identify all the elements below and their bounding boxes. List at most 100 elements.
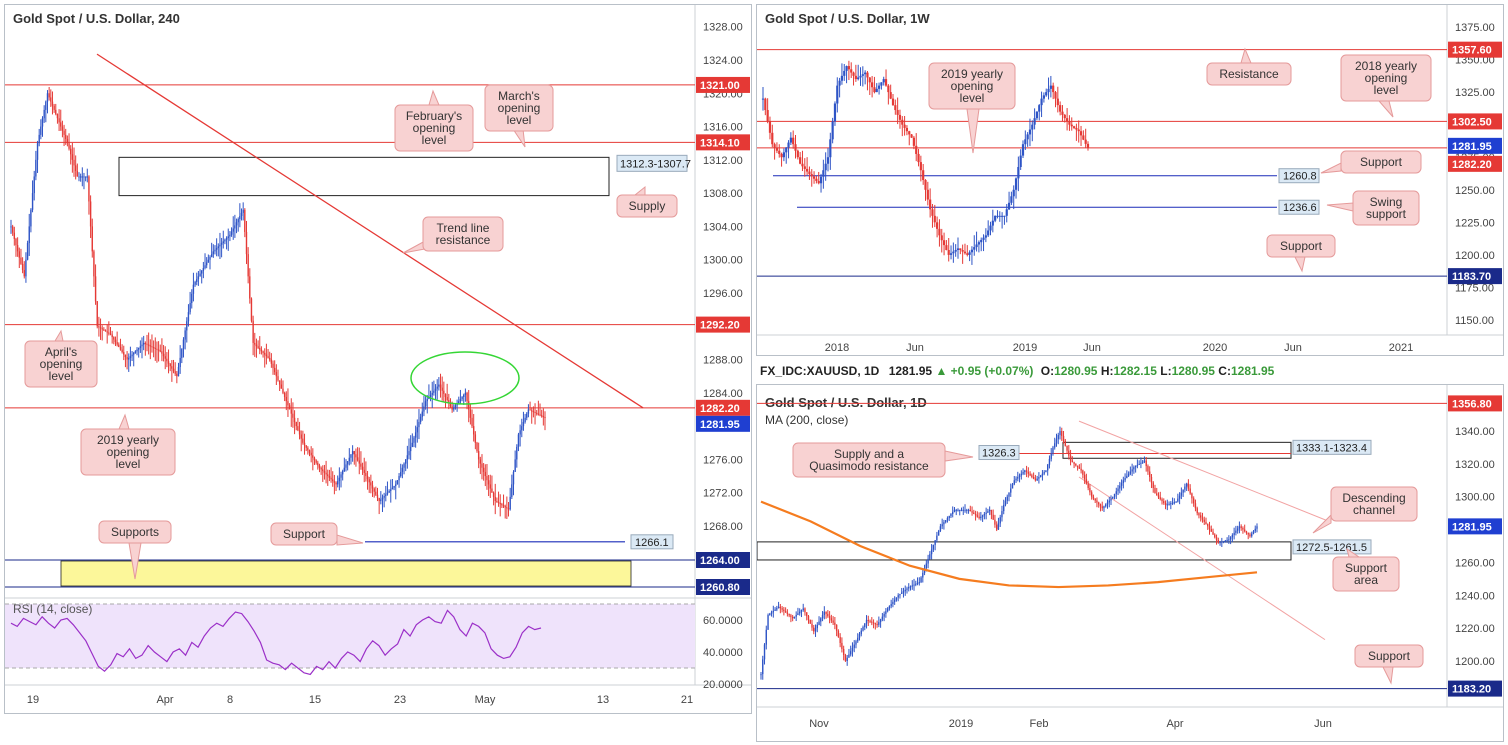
h4-candle-body xyxy=(355,454,357,458)
w1-candle-body xyxy=(778,150,781,154)
w1-candle-body xyxy=(1031,124,1034,130)
h4-candle-body xyxy=(199,273,201,277)
h4-candle-body xyxy=(429,394,432,398)
w1-x-tick-label: Jun xyxy=(1284,342,1302,354)
h4-candle-body xyxy=(529,409,531,411)
h4-supply-tag-bg xyxy=(616,154,688,172)
d1-candle-body xyxy=(760,674,762,676)
h4-price-tag-2-bg xyxy=(696,316,750,333)
h4-candle-body xyxy=(182,339,185,349)
d1-callout-supply-pointer xyxy=(944,450,974,462)
open-value: 1280.95 xyxy=(1054,364,1098,378)
h4-candle-body xyxy=(501,504,503,506)
w1-candle-body xyxy=(936,222,939,229)
h4-candle-body xyxy=(497,502,500,504)
w1-callout-swing-pointer xyxy=(1326,202,1354,212)
h4-candle-body xyxy=(259,347,261,350)
h4-candle-body xyxy=(11,226,14,233)
d1-candle-body xyxy=(1105,504,1107,507)
d1-candle-body xyxy=(1045,470,1047,473)
w1-candle-body xyxy=(898,114,902,120)
h4-candle-body xyxy=(373,488,375,492)
d1-candle-body xyxy=(1145,460,1147,467)
d1-candle-body xyxy=(823,611,826,615)
d1-candle-body xyxy=(1041,473,1044,476)
h4-candle-body xyxy=(53,105,55,110)
d1-callout-support-box xyxy=(1354,644,1424,668)
rsi-tick-label: 40.0000 xyxy=(703,647,743,659)
d1-candle-body xyxy=(1101,506,1103,509)
d1-candle-body xyxy=(1235,530,1237,533)
h4-candle-body xyxy=(270,359,273,364)
d1-candle-body xyxy=(1156,493,1158,496)
daily-chart-title: Gold Spot / U.S. Dollar, 1D xyxy=(765,395,927,410)
daily-chart-svg[interactable]: 1340.001320.001300.001280.001260.001240.… xyxy=(757,385,1503,741)
w1-candle-body xyxy=(873,87,876,93)
d1-candle-body xyxy=(1034,478,1037,481)
h4-price-tag-3: 1282.20 xyxy=(700,403,740,415)
h4-candle-body xyxy=(438,384,440,387)
h4-candle-body xyxy=(167,361,170,364)
d1-candle-body xyxy=(1222,541,1225,543)
h4-callout-april-text: opening xyxy=(40,357,83,371)
d1-candle-body xyxy=(1201,517,1204,520)
w1-candle-body xyxy=(917,153,920,163)
w1-candle-body xyxy=(787,142,790,148)
h4-candle-body xyxy=(512,471,515,485)
d1-candle-body xyxy=(915,583,917,585)
d1-candle-body xyxy=(825,611,827,614)
h4-candle-body xyxy=(302,438,304,443)
h4-candle-body xyxy=(275,372,278,377)
h4-candle-body xyxy=(285,397,287,402)
h4-candle-body xyxy=(383,496,385,498)
h4-supply-tag: 1312.3-1307.7 xyxy=(620,158,691,170)
d1-candle-body xyxy=(987,511,989,513)
h4-candle-body xyxy=(526,413,528,418)
d1-candle-body xyxy=(1208,526,1211,530)
d1-candle-body xyxy=(1015,478,1017,481)
h4-candle-body xyxy=(197,276,200,280)
d1-candle-body xyxy=(913,584,915,586)
d1-candle-body xyxy=(932,544,935,550)
weekly-chart-svg[interactable]: 1375.001350.001325.001300.001275.001250.… xyxy=(757,5,1503,355)
h4-candle-body xyxy=(252,320,254,343)
d1-candle-body xyxy=(1243,529,1246,532)
d1-candle-body xyxy=(1141,461,1144,463)
d1-candle-body xyxy=(906,588,908,590)
w1-candle-body xyxy=(952,251,955,254)
d1-candle-body xyxy=(893,599,896,602)
daily-chart-panel[interactable]: Gold Spot / U.S. Dollar, 1D MA (200, clo… xyxy=(756,384,1504,742)
h4-candle-body xyxy=(300,434,302,439)
h4-candle-body xyxy=(350,454,352,458)
w1-candle-body xyxy=(815,178,818,181)
d1-candle-body xyxy=(795,615,797,617)
h4-x-tick-label: 13 xyxy=(597,694,609,706)
w1-level-tag-bg xyxy=(1278,199,1320,215)
h4-candle-body xyxy=(376,494,379,498)
h4-candle-body xyxy=(194,281,196,285)
h4-highlight-ellipse xyxy=(410,351,520,405)
symbol-change: +0.95 (+0.07%) xyxy=(950,364,1034,378)
h4-candle-body xyxy=(56,114,59,119)
d1-candle-body xyxy=(1099,504,1102,507)
w1-candle-body xyxy=(977,242,980,245)
w1-y-tick-label: 1250.00 xyxy=(1455,185,1495,197)
low-value: 1280.95 xyxy=(1171,364,1215,378)
d1-candle-body xyxy=(1147,466,1149,472)
w1-candle-body xyxy=(1010,196,1013,203)
h4-candle-body xyxy=(531,410,533,412)
h4-chart-panel[interactable]: Gold Spot / U.S. Dollar, 240 1328.00 1324… xyxy=(4,4,752,714)
w1-candle-body xyxy=(1014,178,1018,190)
d1-candle-body xyxy=(1008,492,1010,497)
w1-candle-body xyxy=(910,134,913,138)
d1-candle-body xyxy=(1020,473,1023,476)
h4-candle-body xyxy=(157,349,160,351)
d1-candle-body xyxy=(813,627,815,632)
h4-chart-svg[interactable]: 1328.001324.001320.001316.001312.001308.… xyxy=(5,5,751,713)
h4-candle-body xyxy=(474,434,477,443)
d1-candle-body xyxy=(828,616,831,619)
h4-candle-body xyxy=(451,406,453,410)
weekly-chart-panel[interactable]: Gold Spot / U.S. Dollar, 1W 1375.00 1350.… xyxy=(756,4,1504,356)
h4-candle-body xyxy=(423,406,425,412)
d1-candle-body xyxy=(901,592,903,594)
